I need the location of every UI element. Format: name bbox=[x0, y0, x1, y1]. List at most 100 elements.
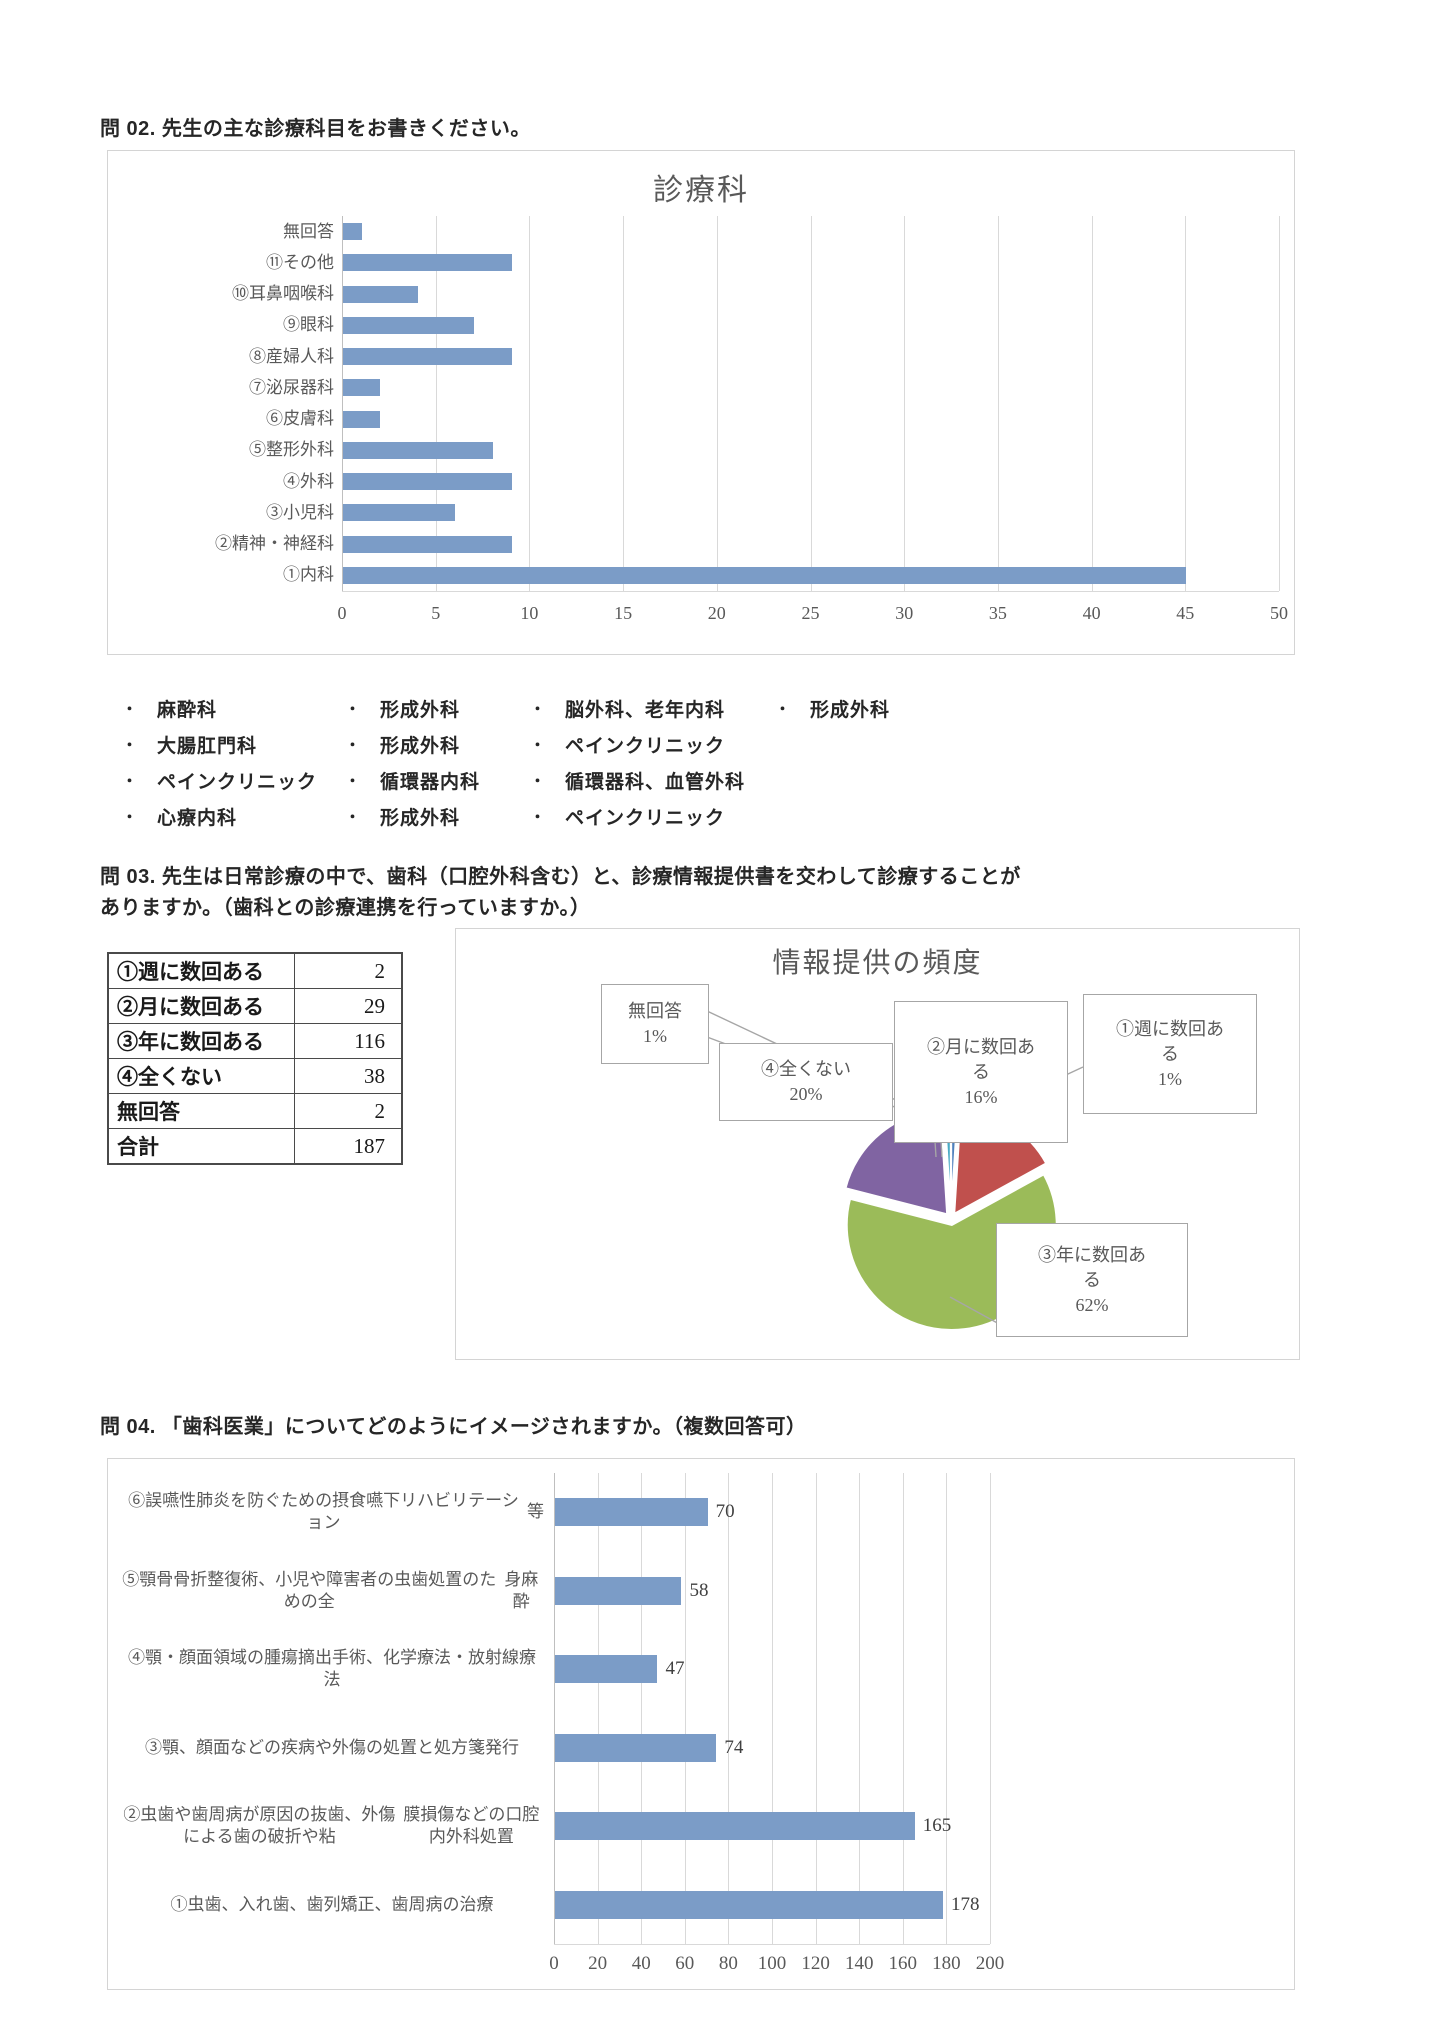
chart-title: 情報提供の頻度 bbox=[772, 948, 983, 979]
note-text: ペインクリニック bbox=[157, 772, 318, 793]
bar-12 bbox=[343, 566, 1187, 584]
pie-callout-2: ④全くない 20% bbox=[719, 1043, 893, 1121]
category-label: ①虫歯、入れ歯、歯列矯正、歯周病の治療 bbox=[170, 1894, 494, 1914]
bar-3 bbox=[555, 1655, 658, 1684]
table-cell-value: 2 bbox=[374, 958, 386, 983]
note-bullet: ・ bbox=[345, 737, 361, 754]
note-bullet: ・ bbox=[122, 809, 138, 826]
note-text: 循環器内科 bbox=[380, 772, 481, 793]
note-text: 形成外科 bbox=[380, 700, 461, 721]
x-axis-tick-label: 25 bbox=[801, 603, 820, 623]
x-axis-tick-label: 140 bbox=[844, 1953, 874, 1974]
category-label: ④外科 bbox=[283, 471, 334, 491]
x-axis-tick-label: 40 bbox=[631, 1953, 651, 1974]
chart-gridline bbox=[990, 1473, 991, 1944]
x-axis-tick-label: 5 bbox=[431, 603, 441, 623]
bar-1 bbox=[555, 1498, 708, 1527]
frequency-pie-chart: 情報提供の頻度 無回答 1% ④全くない 20% ②月に数回ある 16% ①週に数回ある 1% ③… bbox=[455, 928, 1300, 1360]
category-label: ②虫歯や歯周病が原因の抜歯、外傷による歯の破折や粘 膜損傷などの口腔内外科処置 bbox=[123, 1805, 540, 1847]
bar-8 bbox=[343, 441, 493, 459]
table-cell-label: 合計 bbox=[109, 1129, 295, 1163]
x-axis-tick-label: 0 bbox=[337, 603, 347, 623]
chart-gridline bbox=[623, 216, 625, 591]
chart-gridline bbox=[728, 1473, 730, 1944]
category-label: ⑥皮膚科 bbox=[266, 409, 334, 429]
category-label: ⑤整形外科 bbox=[249, 440, 334, 460]
table-row: ②月に数回ある 29 bbox=[109, 988, 401, 1023]
note-bullet: ・ bbox=[530, 701, 546, 718]
chart-gridline bbox=[1185, 216, 1187, 591]
table-row: 無回答 2 bbox=[109, 1093, 401, 1128]
x-axis-tick-label: 20 bbox=[588, 1953, 608, 1974]
x-axis-tick-label: 20 bbox=[707, 603, 726, 623]
category-label: ①内科 bbox=[283, 565, 334, 585]
table-cell-value: 38 bbox=[364, 1063, 385, 1088]
category-label: ③顎、顔面などの疾病や外傷の処置と処方箋発行 bbox=[145, 1737, 519, 1757]
question-03-heading-line1: 問 03. 先生は日常診療の中で、歯科（口腔外科含む）と、診療情報提供書を交わし… bbox=[100, 866, 1021, 888]
table-cell-label: ②月に数回ある bbox=[109, 989, 295, 1023]
bar-6 bbox=[555, 1890, 944, 1919]
frequency-table: ①週に数回ある 2 ②月に数回ある 29 ③年に数回ある 116 ④全くない 38 無回答 2 合計… bbox=[107, 952, 403, 1165]
note-text: 循環器科、血管外科 bbox=[565, 772, 746, 793]
note-bullet: ・ bbox=[775, 701, 791, 718]
note-text: 形成外科 bbox=[380, 808, 461, 829]
note-bullet: ・ bbox=[122, 701, 138, 718]
chart-gridline bbox=[815, 1473, 817, 1944]
specialty-bar-chart: 診療科 0 5 10 15 20 25 30 35 40 45 50 無回答 ⑪その他 ⑩耳鼻咽喉科 ⑨眼科 ⑧… bbox=[107, 150, 1295, 655]
chart-gridline bbox=[946, 1473, 948, 1944]
bar-1 bbox=[343, 223, 362, 241]
note-text: ペインクリニック bbox=[565, 736, 726, 757]
x-axis-tick-label: 45 bbox=[1176, 603, 1195, 623]
pie-callout-5: ③年に数回ある 62% bbox=[996, 1223, 1188, 1337]
bar-value-label: 47 bbox=[665, 1658, 685, 1680]
bar-value-label: 58 bbox=[689, 1579, 709, 1601]
bar-2 bbox=[343, 254, 512, 272]
bar-4 bbox=[343, 316, 475, 334]
note-bullet: ・ bbox=[345, 809, 361, 826]
bar-10 bbox=[343, 504, 456, 522]
x-axis-tick-label: 60 bbox=[675, 1953, 695, 1974]
table-row: 合計 187 bbox=[109, 1128, 401, 1163]
x-axis-tick-label: 100 bbox=[757, 1953, 787, 1974]
x-axis-line bbox=[554, 1944, 990, 1945]
chart-gridline bbox=[641, 1473, 643, 1944]
callout-leader-line bbox=[949, 1296, 1002, 1326]
chart-gridline bbox=[529, 216, 531, 591]
x-axis-tick-label: 50 bbox=[1270, 603, 1288, 623]
chart-gridline bbox=[902, 1473, 904, 1944]
category-label: ③小児科 bbox=[266, 502, 334, 522]
pie-callout-1: 無回答 1% bbox=[601, 984, 709, 1064]
note-text: 心療内科 bbox=[157, 808, 238, 829]
callout-leader-line bbox=[940, 1140, 943, 1158]
table-cell-value: 187 bbox=[353, 1133, 386, 1158]
category-label: ⑪その他 bbox=[266, 252, 334, 272]
x-axis-tick-label: 10 bbox=[520, 603, 539, 623]
bar-value-label: 165 bbox=[922, 1815, 952, 1837]
category-label: ⑩耳鼻咽喉科 bbox=[232, 284, 334, 304]
x-axis-tick-label: 160 bbox=[888, 1953, 918, 1974]
pie-callout-3: ②月に数回ある 16% bbox=[894, 1001, 1068, 1143]
category-label: ④顎・顔面領域の腫瘍摘出手術、化学療法・放射線療法 bbox=[128, 1648, 536, 1690]
table-cell-value: 116 bbox=[354, 1028, 385, 1053]
x-axis-tick-label: 40 bbox=[1082, 603, 1101, 623]
bar-value-label: 70 bbox=[715, 1501, 735, 1523]
note-bullet: ・ bbox=[530, 773, 546, 790]
bar-11 bbox=[343, 535, 512, 553]
category-label: ⑨眼科 bbox=[283, 315, 334, 335]
category-label: ⑦泌尿器科 bbox=[249, 377, 334, 397]
note-bullet: ・ bbox=[530, 809, 546, 826]
x-axis-tick-label: 200 bbox=[975, 1953, 1005, 1974]
chart-gridline bbox=[859, 1473, 861, 1944]
table-row: ③年に数回ある 116 bbox=[109, 1023, 401, 1058]
chart-gridline bbox=[597, 1473, 599, 1944]
table-cell-label: 無回答 bbox=[109, 1094, 295, 1128]
note-text: 麻酔科 bbox=[157, 700, 218, 721]
category-label: ⑥誤嚥性肺炎を防ぐための摂食嚥下リハビリテーション等 bbox=[128, 1491, 544, 1533]
chart-gridline bbox=[997, 216, 999, 591]
bar-value-label: 74 bbox=[724, 1736, 744, 1758]
table-cell-label: ①週に数回ある bbox=[109, 954, 295, 988]
chart-gridline bbox=[1091, 216, 1093, 591]
x-axis-tick-label: 15 bbox=[614, 603, 633, 623]
x-axis-tick-label: 0 bbox=[549, 1953, 559, 1974]
table-row: ①週に数回ある 2 bbox=[109, 954, 401, 988]
